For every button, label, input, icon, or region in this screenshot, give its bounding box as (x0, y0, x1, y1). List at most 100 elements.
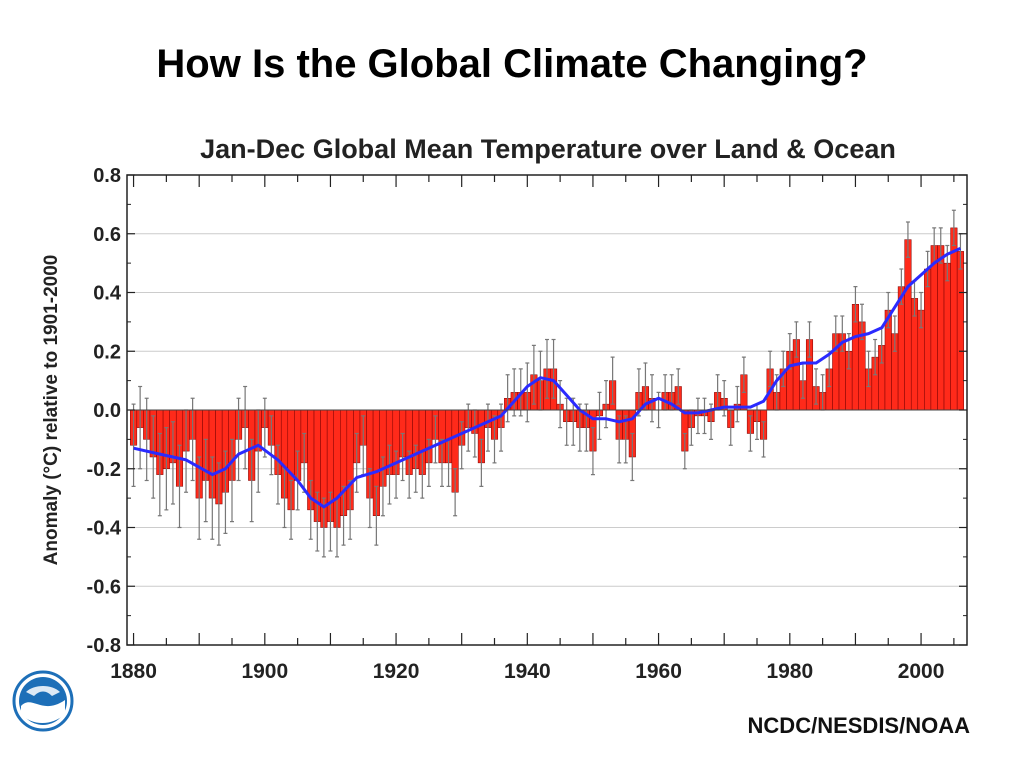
error-bar (584, 403, 589, 452)
error-bar (676, 368, 681, 405)
error-bar (781, 350, 786, 388)
bar (937, 245, 945, 411)
error-bar (892, 315, 897, 352)
error-bar (741, 356, 746, 393)
slide-title: How Is the Global Climate Changing? (156, 42, 868, 86)
smoothed-line (133, 247, 962, 509)
error-bar (636, 368, 641, 417)
error-bar (210, 456, 215, 540)
error-bar (440, 438, 444, 487)
error-bar (702, 397, 707, 435)
error-bar (512, 368, 517, 417)
y-tick-label: 0.8 (93, 165, 121, 187)
error-bar (590, 427, 595, 476)
error-bar-series (131, 209, 963, 558)
x-tick-label: 1920 (373, 660, 420, 683)
noaa-logo-icon (12, 670, 74, 732)
error-bar (164, 427, 169, 511)
y-tick-label: -0.8 (87, 635, 121, 657)
error-bar (216, 462, 221, 546)
error-bar (466, 403, 471, 452)
x-tick-label: 1880 (110, 660, 157, 683)
error-bar (945, 244, 950, 282)
error-bar (597, 391, 602, 440)
error-bar (695, 397, 700, 435)
bar (904, 239, 912, 411)
y-tick-label: -0.2 (87, 459, 121, 481)
error-bar (873, 338, 878, 376)
error-bar (453, 468, 458, 517)
x-tick-label: 2000 (898, 660, 945, 683)
error-bar (525, 362, 530, 423)
x-tick-label: 1980 (766, 660, 813, 683)
x-tick-label: 1940 (504, 660, 551, 683)
error-bar (262, 397, 267, 458)
bar (930, 245, 938, 411)
error-bar (387, 444, 392, 505)
y-tick-label: -0.4 (87, 518, 122, 540)
error-bar (905, 221, 910, 258)
error-bar (308, 479, 313, 540)
error-bar (682, 432, 687, 470)
error-bar (374, 485, 379, 546)
error-bar (630, 432, 635, 482)
error-bar (407, 450, 412, 499)
error-bar (138, 385, 143, 470)
error-bar (814, 368, 819, 405)
source-credit: NCDC/NESDIS/NOAA (747, 713, 970, 738)
error-bar (485, 403, 490, 452)
error-bar (243, 385, 248, 470)
error-bar (807, 321, 812, 358)
error-bar (951, 209, 956, 247)
error-bar (367, 468, 372, 529)
error-bar (144, 397, 149, 482)
error-bar (610, 356, 615, 405)
error-bar (761, 421, 766, 458)
bar (897, 286, 905, 411)
error-bar (354, 432, 359, 493)
error-bar (617, 415, 622, 464)
error-bar (853, 286, 858, 323)
error-bar (348, 479, 353, 540)
error-bar (341, 485, 346, 546)
error-bar (577, 403, 582, 452)
y-tick-label: 0.4 (93, 283, 122, 305)
error-bar (275, 444, 280, 505)
error-bar (840, 315, 845, 352)
error-bar (289, 479, 294, 540)
error-bar (545, 338, 549, 399)
error-bar (735, 385, 740, 423)
error-bar (623, 415, 628, 464)
error-bar (197, 456, 202, 540)
x-tick-label: 1900 (241, 660, 288, 683)
error-bar (400, 432, 405, 482)
error-bar (151, 415, 156, 499)
error-bar (157, 432, 162, 517)
bar (943, 262, 951, 411)
x-tick-label: 1960 (635, 660, 682, 683)
error-bar (531, 344, 536, 405)
error-bar (886, 291, 891, 329)
tick-labels: 0.8 0.6 0.4 0.2 0.0 -0.2 -0.4 -0.6 -0.8 1880 1900 1… (87, 165, 945, 683)
smoothed-line-series (133, 247, 962, 509)
error-bar (230, 438, 234, 523)
error-bar (249, 438, 254, 523)
error-bar (650, 374, 654, 423)
bar (956, 251, 964, 411)
y-axis-label: Anomaly (°C) relative to 1901-2000 (41, 255, 62, 566)
y-tick-label: 0.6 (93, 224, 121, 246)
error-bar (571, 397, 576, 446)
error-bar (919, 291, 924, 329)
error-bar (131, 403, 136, 487)
error-bar (479, 438, 484, 487)
y-tick-label: 0.0 (93, 400, 121, 422)
error-bar (499, 403, 504, 452)
error-bar (866, 350, 871, 388)
chart-title: Jan-Dec Global Mean Temperature over Lan… (200, 134, 896, 164)
error-bar (551, 338, 556, 399)
axes (126, 174, 968, 646)
error-bar (269, 415, 274, 476)
error-bar (794, 321, 799, 358)
error-bar (236, 397, 241, 482)
